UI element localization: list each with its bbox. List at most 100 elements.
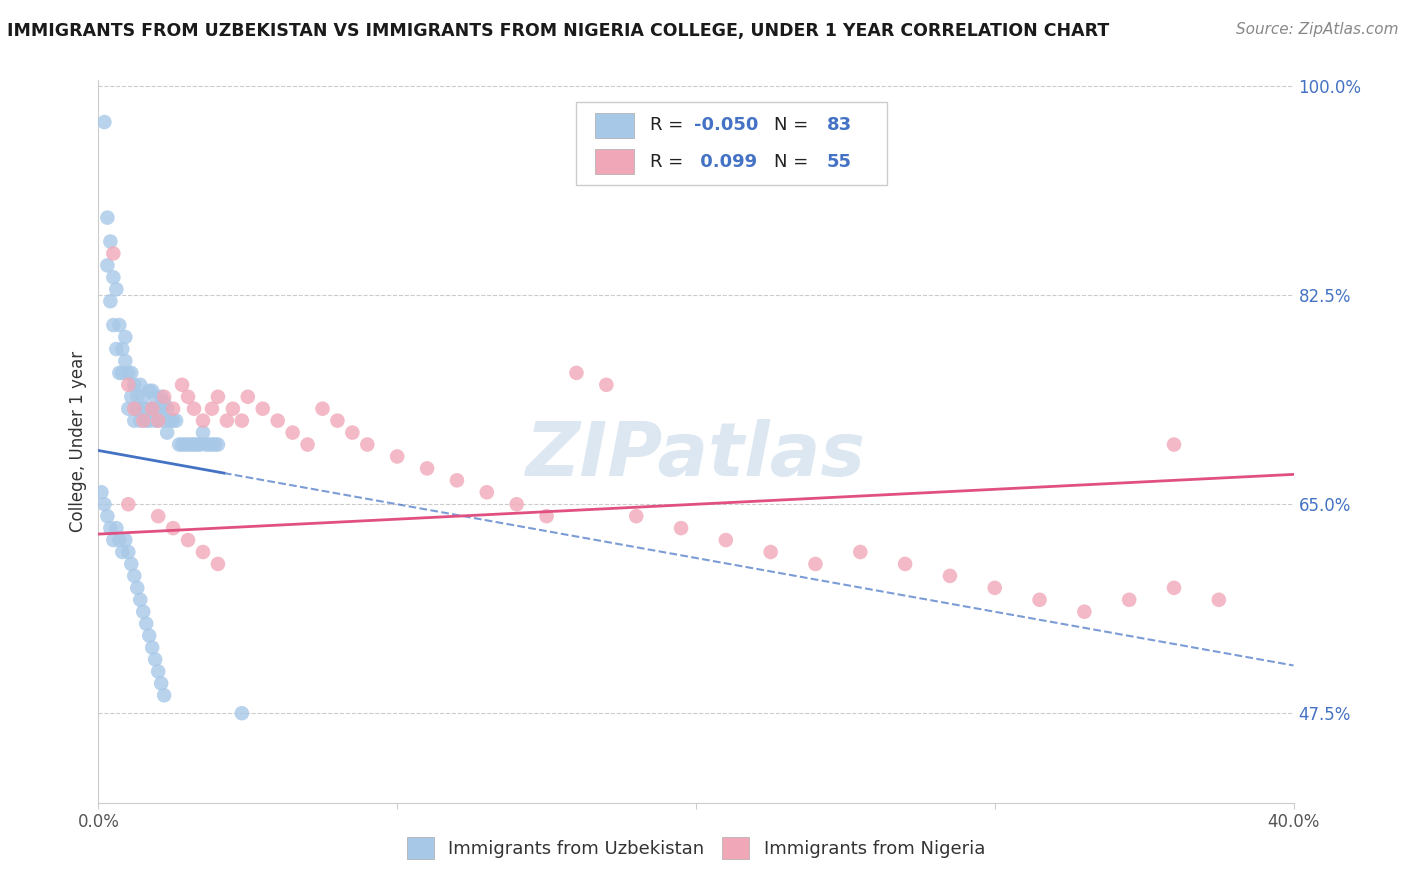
Point: [129, 377, 152, 392]
Point: [111, 545, 134, 559]
Point: [124, 414, 146, 428]
Point: [124, 569, 146, 583]
Point: [1163, 581, 1185, 595]
Text: -0.050: -0.050: [693, 116, 758, 134]
Point: [188, 437, 211, 451]
Point: [129, 414, 152, 428]
Point: [207, 390, 229, 404]
Point: [135, 616, 157, 631]
Point: [103, 533, 125, 547]
Text: ZIPatlas: ZIPatlas: [526, 419, 866, 492]
Point: [111, 366, 134, 380]
Point: [311, 401, 333, 416]
Point: [759, 545, 782, 559]
Legend: Immigrants from Uzbekistan, Immigrants from Nigeria: Immigrants from Uzbekistan, Immigrants f…: [399, 830, 993, 866]
Point: [595, 377, 617, 392]
Point: [141, 401, 163, 416]
Point: [416, 461, 439, 475]
Point: [1028, 592, 1050, 607]
Point: [108, 318, 131, 332]
Point: [103, 318, 125, 332]
Point: [804, 557, 827, 571]
Point: [204, 437, 226, 451]
Point: [120, 390, 142, 404]
Point: [103, 246, 125, 260]
Point: [342, 425, 364, 440]
Point: [536, 509, 558, 524]
Point: [138, 414, 160, 428]
Point: [150, 390, 173, 404]
Point: [105, 282, 128, 296]
Point: [156, 425, 179, 440]
Point: [183, 401, 205, 416]
Point: [201, 401, 224, 416]
Point: [153, 414, 176, 428]
Point: [153, 689, 176, 703]
Point: [141, 384, 163, 398]
Point: [138, 629, 160, 643]
Point: [186, 437, 208, 451]
Point: [385, 450, 409, 464]
Point: [849, 545, 872, 559]
Point: [117, 377, 139, 392]
Point: [96, 211, 118, 225]
Point: [98, 235, 122, 249]
Point: [124, 377, 146, 392]
Point: [191, 414, 214, 428]
Text: N =: N =: [775, 153, 814, 170]
Point: [150, 676, 173, 690]
Point: [177, 437, 200, 451]
Point: [143, 390, 166, 404]
Point: [129, 592, 152, 607]
Point: [174, 437, 197, 451]
Point: [108, 366, 131, 380]
Point: [132, 414, 155, 428]
Point: [183, 437, 205, 451]
Point: [167, 437, 190, 451]
Point: [201, 437, 224, 451]
Point: [143, 652, 166, 666]
Point: [297, 437, 319, 451]
Point: [127, 581, 149, 595]
Point: [96, 259, 118, 273]
Point: [114, 354, 136, 368]
Point: [475, 485, 498, 500]
Point: [162, 401, 184, 416]
Point: [1163, 437, 1185, 451]
Point: [162, 414, 184, 428]
Point: [117, 401, 139, 416]
Text: 0.099: 0.099: [693, 153, 756, 170]
Point: [93, 115, 115, 129]
Point: [626, 509, 648, 524]
Point: [215, 414, 238, 428]
Point: [669, 521, 692, 535]
Point: [1118, 592, 1140, 607]
Point: [165, 414, 187, 428]
Point: [132, 401, 155, 416]
Point: [105, 342, 128, 356]
Point: [120, 557, 142, 571]
Point: [108, 533, 131, 547]
Point: [714, 533, 737, 547]
Point: [281, 425, 304, 440]
Point: [148, 665, 170, 679]
Point: [127, 401, 149, 416]
Text: 55: 55: [827, 153, 852, 170]
Point: [191, 545, 214, 559]
Point: [143, 414, 166, 428]
Point: [127, 390, 149, 404]
Point: [172, 437, 194, 451]
Point: [1073, 605, 1095, 619]
Point: [117, 366, 139, 380]
Point: [153, 395, 176, 409]
Point: [132, 390, 155, 404]
Point: [172, 377, 194, 392]
Point: [159, 414, 181, 428]
Point: [141, 401, 163, 416]
Text: R =: R =: [650, 116, 689, 134]
Point: [939, 569, 962, 583]
Point: [153, 390, 176, 404]
Point: [565, 366, 588, 380]
Point: [117, 497, 139, 511]
Text: IMMIGRANTS FROM UZBEKISTAN VS IMMIGRANTS FROM NIGERIA COLLEGE, UNDER 1 YEAR CORR: IMMIGRANTS FROM UZBEKISTAN VS IMMIGRANTS…: [7, 22, 1109, 40]
